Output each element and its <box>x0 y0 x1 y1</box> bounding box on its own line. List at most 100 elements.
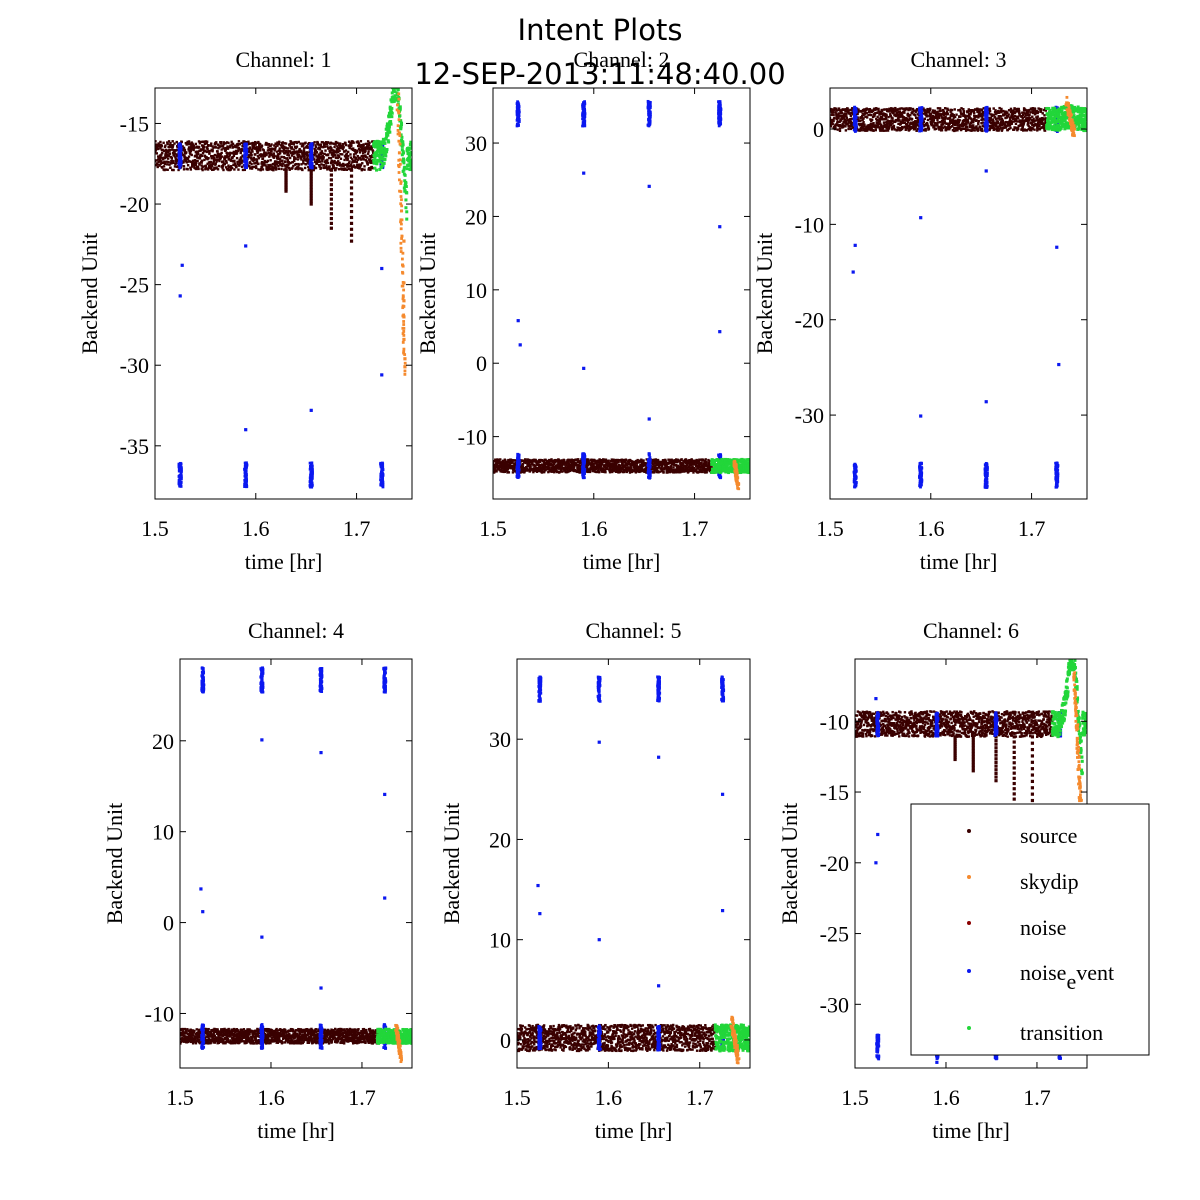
noise-event-point <box>719 110 722 114</box>
source-point <box>551 465 555 469</box>
source-point <box>339 144 343 148</box>
source-point <box>680 469 684 472</box>
source-point <box>335 150 339 153</box>
source-point <box>512 465 516 468</box>
source-point <box>668 462 672 465</box>
source-point <box>322 166 326 170</box>
series-noise-event <box>177 142 385 489</box>
noise-event-point <box>719 112 723 116</box>
source-point <box>252 144 256 148</box>
source-point <box>849 112 852 116</box>
source-point <box>498 468 502 472</box>
noise-event-point <box>245 161 249 165</box>
source-point <box>254 143 257 146</box>
source-point <box>199 154 203 157</box>
source-point <box>332 153 335 156</box>
transition-point <box>389 122 393 126</box>
source-point <box>363 168 366 171</box>
source-point <box>257 162 260 165</box>
source-point <box>598 458 601 461</box>
source-point <box>604 461 607 464</box>
source-point <box>202 148 205 151</box>
source-point <box>585 459 589 462</box>
transition-point <box>399 125 403 129</box>
source-point <box>294 157 297 160</box>
source-point <box>296 158 300 161</box>
source-point <box>568 459 572 462</box>
source-point <box>665 464 668 467</box>
source-point <box>318 165 321 168</box>
source-point <box>347 140 351 143</box>
noise-event-point <box>581 452 585 456</box>
source-point <box>288 143 292 146</box>
source-point <box>865 112 868 115</box>
source-point <box>330 147 333 150</box>
source-point <box>292 152 295 155</box>
transition-point <box>396 75 399 78</box>
source-point <box>657 471 660 474</box>
source-point <box>572 459 576 462</box>
source-point <box>273 149 276 152</box>
noise-event-point <box>243 154 247 158</box>
source-point <box>182 168 186 171</box>
source-point <box>672 471 676 474</box>
skydip-point <box>401 295 405 299</box>
transition-point <box>383 152 387 156</box>
source-point <box>616 461 619 464</box>
noise-event-point <box>647 476 651 479</box>
transition-point <box>404 185 408 189</box>
noise-event-point <box>516 466 520 470</box>
source-point <box>158 158 162 161</box>
source-point <box>159 147 162 150</box>
source-point <box>210 165 214 168</box>
transition-point <box>400 123 404 127</box>
source-point <box>684 468 687 472</box>
skydip-point <box>734 463 738 467</box>
source-point <box>240 141 243 145</box>
noise-event-point <box>516 114 520 118</box>
noise-event-point <box>310 468 314 472</box>
source-point <box>217 158 220 161</box>
source-point <box>694 465 698 468</box>
source-point <box>841 122 844 126</box>
source-point <box>348 160 351 163</box>
source-point <box>175 165 178 168</box>
source-point <box>557 458 560 462</box>
noise-event-point <box>648 115 652 118</box>
source-point <box>672 468 675 472</box>
source-point <box>235 151 239 154</box>
source-point <box>190 165 194 168</box>
source-point <box>333 145 336 149</box>
transition-point <box>378 167 382 171</box>
source-point <box>254 140 257 144</box>
source-point <box>521 462 525 466</box>
source-point <box>197 145 201 149</box>
transition-point <box>392 88 396 92</box>
source-point <box>550 470 554 473</box>
source-point <box>166 168 169 171</box>
transition-point <box>402 151 406 155</box>
source-point <box>843 113 846 116</box>
source-point <box>534 459 538 462</box>
source-point <box>602 458 605 461</box>
noise-event-point <box>310 477 314 480</box>
source-point <box>324 141 328 144</box>
transition-point <box>407 146 411 150</box>
source-point <box>513 467 516 470</box>
skydip-point <box>399 246 403 250</box>
source-point <box>683 469 687 473</box>
source-point <box>845 115 848 118</box>
source-point <box>347 164 350 168</box>
noise-event-point <box>717 112 721 116</box>
transition-point <box>403 173 407 177</box>
source-point <box>370 146 373 149</box>
source-point <box>195 154 198 157</box>
source-point <box>597 468 600 471</box>
source-point <box>164 168 168 171</box>
axes-frame <box>154 87 413 500</box>
source-point <box>644 462 647 466</box>
noise-event-point <box>581 476 585 480</box>
source-point <box>259 146 262 150</box>
source-point <box>641 468 645 471</box>
noise-event-point <box>648 464 652 468</box>
